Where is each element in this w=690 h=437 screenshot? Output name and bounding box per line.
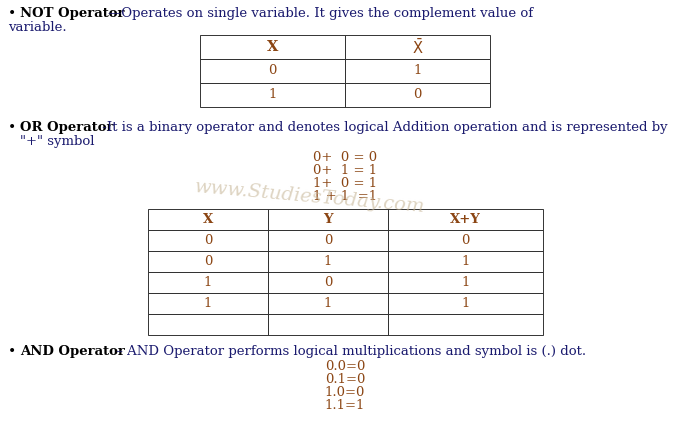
- Text: NOT Operator: NOT Operator: [20, 7, 124, 20]
- Text: 1: 1: [204, 276, 213, 289]
- Text: 1: 1: [324, 255, 332, 268]
- Bar: [388, 293, 543, 314]
- Bar: [268, 272, 388, 293]
- Text: 1 + 1  =1: 1 + 1 =1: [313, 190, 377, 203]
- Bar: [200, 59, 345, 83]
- Text: 1: 1: [204, 297, 213, 310]
- Text: X+Y: X+Y: [450, 213, 481, 226]
- Bar: [388, 272, 543, 293]
- Bar: [148, 251, 268, 272]
- Text: 1.0=0: 1.0=0: [325, 386, 365, 399]
- Bar: [268, 230, 388, 251]
- Text: www.StudiesToday.com: www.StudiesToday.com: [194, 178, 426, 216]
- Text: 1: 1: [413, 65, 422, 77]
- Bar: [200, 83, 345, 107]
- Bar: [268, 293, 388, 314]
- Text: 0: 0: [462, 234, 470, 247]
- Bar: [148, 314, 268, 335]
- Text: X: X: [267, 40, 278, 54]
- Bar: [148, 293, 268, 314]
- Bar: [148, 209, 268, 230]
- Bar: [148, 230, 268, 251]
- Text: •: •: [8, 345, 17, 359]
- Text: —Operates on single variable. It gives the complement value of: —Operates on single variable. It gives t…: [108, 7, 533, 20]
- Text: 0+  0 = 0: 0+ 0 = 0: [313, 151, 377, 164]
- Text: 1: 1: [462, 276, 470, 289]
- Text: 1: 1: [268, 89, 277, 101]
- Text: 0: 0: [268, 65, 277, 77]
- Text: 0+  1 = 1: 0+ 1 = 1: [313, 164, 377, 177]
- Bar: [268, 314, 388, 335]
- Text: 0.0=0: 0.0=0: [325, 360, 365, 373]
- Text: 1+  0 = 1: 1+ 0 = 1: [313, 177, 377, 190]
- Bar: [388, 314, 543, 335]
- Text: 1.1=1: 1.1=1: [325, 399, 365, 412]
- Bar: [345, 83, 490, 107]
- Text: 0: 0: [204, 255, 213, 268]
- Text: X: X: [203, 213, 213, 226]
- Bar: [268, 209, 388, 230]
- Text: OR Operator: OR Operator: [20, 121, 113, 134]
- Text: 0: 0: [204, 234, 213, 247]
- Text: – AND Operator performs logical multiplications and symbol is (.) dot.: – AND Operator performs logical multipli…: [112, 345, 586, 358]
- Bar: [388, 209, 543, 230]
- Text: Y: Y: [323, 213, 333, 226]
- Text: •: •: [8, 121, 17, 135]
- Bar: [388, 230, 543, 251]
- Text: AND Operator: AND Operator: [20, 345, 125, 358]
- Text: •: •: [8, 7, 17, 21]
- Text: 0.1=0: 0.1=0: [325, 373, 365, 386]
- Text: 1: 1: [324, 297, 332, 310]
- Bar: [388, 251, 543, 272]
- Bar: [345, 59, 490, 83]
- Text: 0: 0: [324, 234, 332, 247]
- Text: 0: 0: [413, 89, 422, 101]
- Text: 1: 1: [462, 297, 470, 310]
- Text: variable.: variable.: [8, 21, 67, 34]
- Text: $\bar{\mathrm{X}}$: $\bar{\mathrm{X}}$: [412, 38, 423, 56]
- Text: 0: 0: [324, 276, 332, 289]
- Bar: [200, 35, 345, 59]
- Bar: [148, 272, 268, 293]
- Text: -It is a binary operator and denotes logical Addition operation and is represent: -It is a binary operator and denotes log…: [98, 121, 668, 134]
- Bar: [345, 35, 490, 59]
- Bar: [268, 251, 388, 272]
- Text: 1: 1: [462, 255, 470, 268]
- Text: "+" symbol: "+" symbol: [20, 135, 95, 148]
